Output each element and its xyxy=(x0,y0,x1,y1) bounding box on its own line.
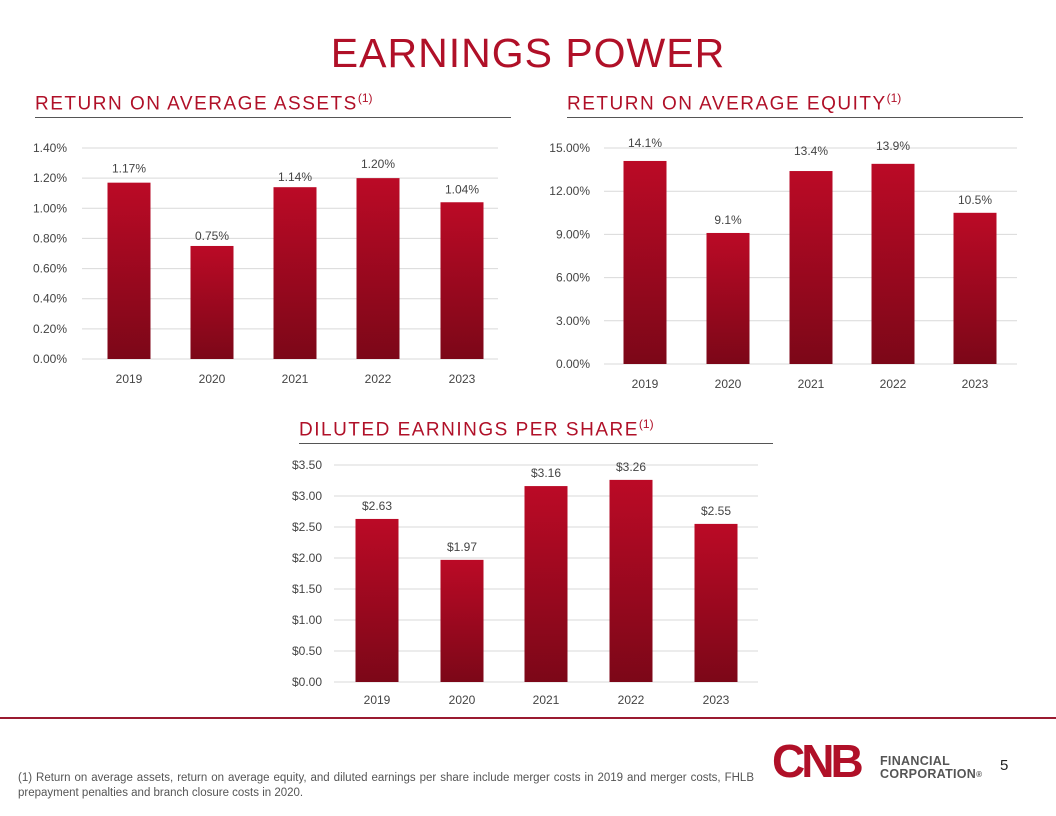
eps-x-tick-label-2022: 2022 xyxy=(618,693,645,707)
eps-x-tick-label-2020: 2020 xyxy=(449,693,476,707)
roaa-bar-2023 xyxy=(440,202,484,359)
roaa-data-label-2019: 1.17% xyxy=(112,162,146,176)
roae-y-tick-label: 15.00% xyxy=(549,141,590,155)
chart-title-roaa-text: RETURN ON AVERAGE ASSETS xyxy=(35,93,358,115)
roaa-data-label-2020: 0.75% xyxy=(195,229,229,243)
eps-bar-2020 xyxy=(440,559,484,682)
company-name-line2-text: CORPORATION xyxy=(880,767,977,781)
roaa-y-tick-label: 0.00% xyxy=(33,352,67,366)
roaa-y-tick-label: 0.60% xyxy=(33,262,67,276)
eps-x-tick-label-2021: 2021 xyxy=(533,693,560,707)
roae-data-label-2020: 9.1% xyxy=(714,213,742,227)
roaa-y-tick-label: 0.80% xyxy=(33,231,67,245)
eps-y-tick-label: $0.50 xyxy=(292,644,322,658)
roaa-data-label-2022: 1.20% xyxy=(361,157,395,171)
roae-x-tick-label-2022: 2022 xyxy=(880,377,907,391)
roaa-bar-2020 xyxy=(190,245,234,359)
cnb-logo-mark: CNB xyxy=(772,741,866,783)
chart-title-eps-footnote-ref: (1) xyxy=(638,417,654,431)
eps-y-tick-label: $3.50 xyxy=(292,458,322,472)
roae-bar-2023 xyxy=(953,212,997,364)
eps-data-label-2020: $1.97 xyxy=(447,540,477,554)
eps-y-tick-label: $1.00 xyxy=(292,613,322,627)
roaa-y-tick-label: 1.40% xyxy=(33,141,67,155)
eps-x-tick-label-2019: 2019 xyxy=(364,693,391,707)
roaa-bar-2021 xyxy=(273,187,317,359)
roae-bar-2020 xyxy=(706,232,750,364)
roae-bar-2019 xyxy=(623,160,667,364)
company-name-line1: FINANCIAL xyxy=(880,754,951,768)
registered-mark: ® xyxy=(976,770,983,779)
eps-data-label-2021: $3.16 xyxy=(531,466,561,480)
footnote: (1) Return on average assets, return on … xyxy=(18,772,754,799)
roae-x-tick-label-2023: 2023 xyxy=(962,377,989,391)
eps-bar-2021 xyxy=(524,486,568,682)
cnb-logo-letters: CNB xyxy=(772,741,862,783)
eps-data-label-2022: $3.26 xyxy=(616,460,646,474)
eps-bar-2023 xyxy=(694,523,738,682)
eps-x-tick-label-2023: 2023 xyxy=(703,693,730,707)
eps-data-label-2023: $2.55 xyxy=(701,504,731,518)
roaa-x-tick-label-2019: 2019 xyxy=(116,372,143,386)
company-name-line2: CORPORATION® xyxy=(880,768,982,781)
roaa-bar-2019 xyxy=(107,182,151,359)
roaa-y-tick-label: 1.20% xyxy=(33,171,67,185)
roae-data-label-2022: 13.9% xyxy=(876,139,910,153)
eps-y-tick-label: $2.00 xyxy=(292,551,322,565)
company-name: FINANCIAL CORPORATION® xyxy=(880,755,982,781)
roae-y-tick-label: 0.00% xyxy=(556,357,590,371)
eps-bar-2022 xyxy=(609,479,653,682)
roaa-x-tick-label-2021: 2021 xyxy=(282,372,309,386)
roae-bar-2021 xyxy=(789,171,833,364)
eps-bar-2019 xyxy=(355,518,399,682)
roae-data-label-2019: 14.1% xyxy=(628,136,662,150)
roae-bar-2022 xyxy=(871,163,915,364)
roae-y-tick-label: 12.00% xyxy=(549,184,590,198)
chart-title-roaa: RETURN ON AVERAGE ASSETS(1) xyxy=(35,91,511,119)
roae-data-label-2021: 13.4% xyxy=(794,144,828,158)
chart-title-eps-text: DILUTED EARNINGS PER SHARE xyxy=(299,419,639,441)
roaa-x-tick-label-2020: 2020 xyxy=(199,372,226,386)
roaa-data-label-2021: 1.14% xyxy=(278,170,312,184)
roae-y-tick-label: 9.00% xyxy=(556,227,590,241)
roaa-y-tick-label: 0.20% xyxy=(33,322,67,336)
chart-title-roae: RETURN ON AVERAGE EQUITY(1) xyxy=(567,91,1023,119)
eps-y-tick-label: $1.50 xyxy=(292,582,322,596)
eps-y-tick-label: $3.00 xyxy=(292,489,322,503)
roae-y-tick-label: 6.00% xyxy=(556,271,590,285)
roae-y-tick-label: 3.00% xyxy=(556,314,590,328)
roaa-data-label-2023: 1.04% xyxy=(445,182,479,196)
roaa-x-tick-label-2022: 2022 xyxy=(365,372,392,386)
chart-title-roae-footnote-ref: (1) xyxy=(886,91,902,105)
roaa-bar-2022 xyxy=(356,178,400,359)
page-number: 5 xyxy=(1000,757,1009,774)
eps-y-tick-label: $0.00 xyxy=(292,675,322,689)
roae-x-tick-label-2019: 2019 xyxy=(632,377,659,391)
roae-data-label-2023: 10.5% xyxy=(958,193,992,207)
roae-x-tick-label-2020: 2020 xyxy=(715,377,742,391)
eps-y-tick-label: $2.50 xyxy=(292,520,322,534)
footer-divider xyxy=(0,717,1056,719)
roaa-x-tick-label-2023: 2023 xyxy=(449,372,476,386)
roae-x-tick-label-2021: 2021 xyxy=(798,377,825,391)
eps-data-label-2019: $2.63 xyxy=(362,499,392,513)
page-title: EARNINGS POWER xyxy=(330,30,726,76)
chart-title-roae-text: RETURN ON AVERAGE EQUITY xyxy=(567,93,887,115)
chart-title-eps: DILUTED EARNINGS PER SHARE(1) xyxy=(299,417,773,445)
chart-title-roaa-footnote-ref: (1) xyxy=(357,91,373,105)
roaa-y-tick-label: 0.40% xyxy=(33,292,67,306)
roaa-y-tick-label: 1.00% xyxy=(33,201,67,215)
